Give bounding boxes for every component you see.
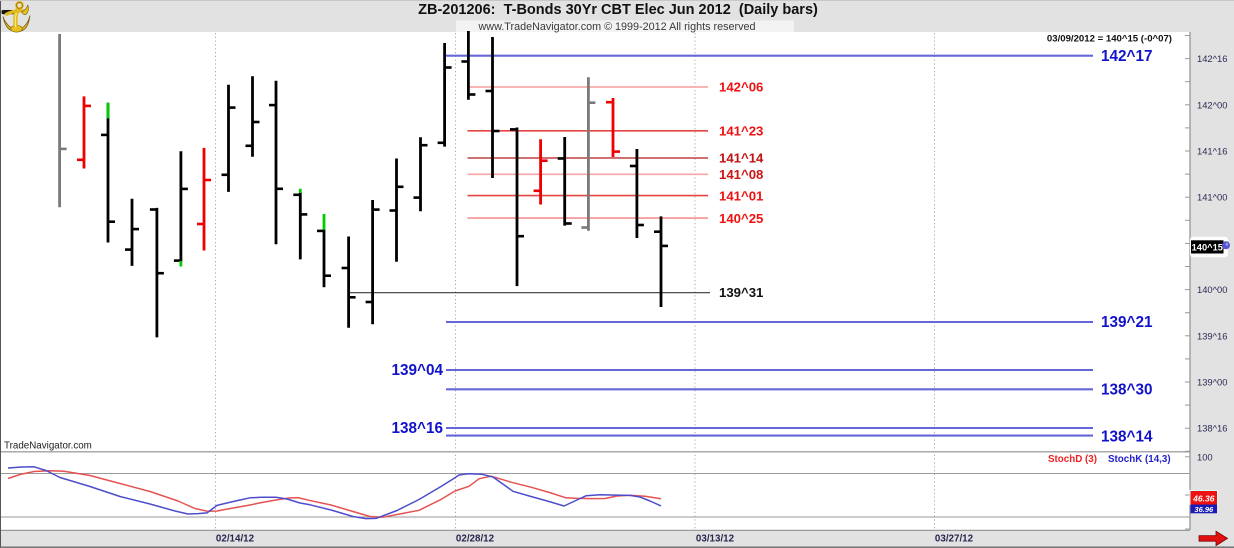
svg-text:138^14: 138^14 — [1101, 428, 1153, 445]
svg-text:140^25: 140^25 — [719, 211, 763, 226]
svg-text:141^14: 141^14 — [719, 151, 764, 166]
svg-text:139^00: 139^00 — [1197, 377, 1227, 388]
svg-text:StochD (3): StochD (3) — [1048, 454, 1097, 465]
svg-text:46.36: 46.36 — [1192, 494, 1215, 504]
svg-text:141^23: 141^23 — [719, 124, 763, 139]
svg-text:TradeNavigator.com: TradeNavigator.com — [4, 441, 92, 452]
svg-text:141^01: 141^01 — [719, 188, 763, 203]
svg-text:36.96: 36.96 — [1194, 505, 1214, 514]
svg-text:03/27/12: 03/27/12 — [935, 534, 974, 545]
svg-text:03/09/2012 = 140^15 (-0^07): 03/09/2012 = 140^15 (-0^07) — [1047, 34, 1172, 45]
svg-text:100: 100 — [1197, 451, 1213, 462]
svg-text:ZB-201206: T-Bonds 30Yr CBT E: ZB-201206: T-Bonds 30Yr CBT Elec Jun 201… — [418, 2, 818, 18]
svg-text:139^04: 139^04 — [392, 362, 444, 379]
svg-text:141^08: 141^08 — [719, 167, 763, 182]
svg-text:StochK (14,3): StochK (14,3) — [1108, 454, 1171, 465]
svg-text:www.TradeNavigator.com © 1999-: www.TradeNavigator.com © 1999-2012 All r… — [477, 21, 755, 33]
svg-text:138^16: 138^16 — [1197, 423, 1227, 434]
svg-text:142^16: 142^16 — [1197, 53, 1227, 64]
svg-text:03/13/12: 03/13/12 — [696, 534, 735, 545]
svg-text:139^31: 139^31 — [719, 285, 763, 300]
svg-text:142^00: 142^00 — [1197, 99, 1227, 110]
svg-text:138^30: 138^30 — [1101, 382, 1152, 399]
svg-text:140^15: 140^15 — [1192, 243, 1223, 253]
svg-text:139^16: 139^16 — [1197, 330, 1227, 341]
svg-text:140^00: 140^00 — [1197, 284, 1227, 295]
svg-text:142^17: 142^17 — [1101, 48, 1152, 65]
svg-text:141^16: 141^16 — [1197, 146, 1227, 157]
svg-text:02/14/12: 02/14/12 — [216, 534, 255, 545]
svg-text:138^16: 138^16 — [392, 420, 443, 437]
svg-text:141^00: 141^00 — [1197, 192, 1227, 203]
svg-text:142^06: 142^06 — [719, 80, 763, 95]
svg-text:139^21: 139^21 — [1101, 314, 1153, 331]
svg-text:02/28/12: 02/28/12 — [456, 534, 495, 545]
